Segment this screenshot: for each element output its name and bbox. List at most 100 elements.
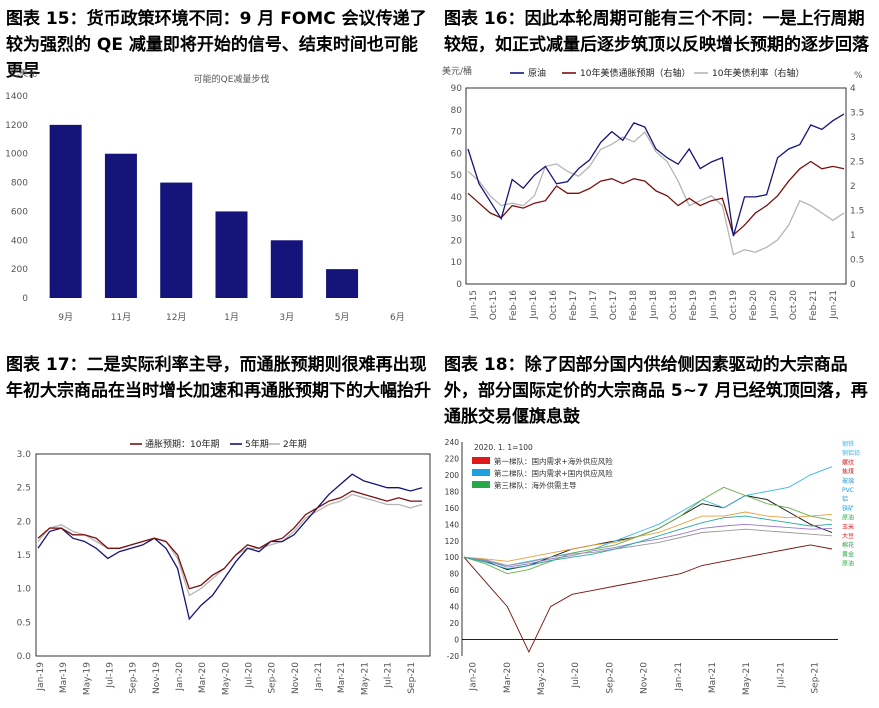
right-label-11: 棉花 xyxy=(842,541,854,549)
y-left-tick-0: 0 xyxy=(456,280,462,290)
y-tick-label-0: 0.0 xyxy=(17,652,32,662)
x-tick-label-4: Sep-20 xyxy=(605,662,615,694)
y-right-tick-0: 0 xyxy=(850,280,856,290)
right-label-10: 大豆 xyxy=(842,532,854,540)
y-tick-label-3: 600 xyxy=(11,207,28,217)
y-tick-label-0: -20 xyxy=(447,652,459,661)
y-tick-label-1: 200 xyxy=(11,265,28,275)
x-tick-label-13: Mar-21 xyxy=(337,662,347,693)
x-tick-label-5: Nov-19 xyxy=(152,662,162,694)
panel-title-18: 图表 18：除了因部分国内供给侧因素驱动的大宗商品外，部分国际定价的大宗商品 5… xyxy=(444,355,868,427)
series-line-0 xyxy=(467,113,845,237)
legend-label-2: 2年期 xyxy=(283,438,307,450)
y-left-tick-4: 40 xyxy=(451,193,463,203)
x-tick-label-10: Oct-18 xyxy=(669,290,679,321)
y-axis-right-unit: % xyxy=(854,71,863,81)
x-tick-label-10: Sep-21 xyxy=(810,662,820,694)
y-left-tick-2: 20 xyxy=(451,236,463,246)
bar-2 xyxy=(160,182,193,298)
x-tick-label-9: Jun-18 xyxy=(649,290,659,320)
y-tick-label-4: 800 xyxy=(11,179,28,189)
y-left-tick-6: 60 xyxy=(451,149,463,159)
legend-label-2: 10年美债利率（右轴） xyxy=(712,67,804,79)
x-tick-label-4: Sep-19 xyxy=(129,662,139,694)
y-tick-label-3: 40 xyxy=(449,603,459,612)
panel-title-16: 图表 16：因此本轮周期可能有三个不同：一是上行周期较短，如正式减量后逐步筑顶以… xyxy=(444,9,869,55)
x-tick-label-7: Mar-21 xyxy=(708,662,718,693)
x-tick-label-7: Mar-20 xyxy=(198,662,208,693)
x-tick-label-8: Feb-18 xyxy=(629,290,639,321)
right-label-1: 铜铝铅 xyxy=(842,449,860,457)
chart-base-note: 2020. 1. 1=100 xyxy=(474,443,533,452)
y-tick-label-2: 20 xyxy=(449,619,459,628)
y-tick-label-11: 200 xyxy=(445,471,460,480)
inflation-expectation-line-chart: 0.0 0.5 1.0 1.5 2.0 2.5 3.0 Jan-19 Mar-19 May-19 J… xyxy=(17,438,431,695)
bar-3 xyxy=(215,211,248,298)
y-tick-label-4: 2.0 xyxy=(17,517,32,527)
x-tick-label-3: 1月 xyxy=(224,312,239,323)
bar-4 xyxy=(270,240,303,298)
right-label-2: 螺纹 xyxy=(842,458,854,466)
series-line-1 xyxy=(37,473,423,621)
series-line-3 xyxy=(463,511,833,562)
right-label-6: 铝 xyxy=(842,495,848,503)
series-line-4 xyxy=(463,486,833,575)
y-tick-label-4: 60 xyxy=(449,586,459,595)
y-tick-label-1: 0 xyxy=(454,636,459,645)
legend-label-0: 原油 xyxy=(528,67,546,79)
x-tick-label-8: May-21 xyxy=(742,662,752,695)
y-right-tick-4: 2 xyxy=(850,182,856,192)
y-tick-label-7: 1400 xyxy=(5,92,28,102)
series-line-0 xyxy=(37,490,422,590)
y-left-tick-8: 80 xyxy=(451,106,463,116)
x-tick-label-17: Feb-21 xyxy=(809,290,819,321)
x-tick-label-5: 5月 xyxy=(335,312,350,323)
series-line-7 xyxy=(463,515,833,570)
y-axis-left-unit: 美元/桶 xyxy=(442,65,472,77)
legend-label-0: 第一梯队：国内需求+海外供应风险 xyxy=(494,456,613,466)
y-right-tick-7: 3.5 xyxy=(850,109,864,119)
oil-rates-line-chart: 美元/桶 % 0 10 20 30 40 50 60 70 80 90 0 0.5 1 1.5 2 2.5 3 3.5… xyxy=(442,65,864,321)
x-tick-label-11: Nov-20 xyxy=(291,662,301,694)
right-label-0: 钢铁 xyxy=(842,440,854,448)
x-tick-label-9: Jul-20 xyxy=(245,662,255,689)
right-label-8: 原油 xyxy=(842,514,854,522)
x-tick-label-10: Sep-20 xyxy=(268,662,278,694)
y-tick-label-6: 1200 xyxy=(5,121,28,131)
x-tick-label-6: 6月 xyxy=(390,312,405,323)
y-left-tick-9: 90 xyxy=(451,84,463,94)
right-label-4: 玻璃 xyxy=(842,477,854,485)
y-right-tick-1: 0.5 xyxy=(850,256,864,266)
series-line-6 xyxy=(463,528,833,566)
x-tick-label-8: May-20 xyxy=(221,662,231,695)
chart-title: 可能的QE减量步伐 xyxy=(194,73,270,85)
panel-title-15: 图表 15：货币政策环境不同：9 月 FOMC 会议传递了较为强烈的 QE 减量… xyxy=(6,9,427,81)
x-tick-label-1: 11月 xyxy=(111,312,131,323)
y-tick-label-13: 240 xyxy=(445,438,460,447)
right-label-13: 原油 xyxy=(842,560,854,568)
x-tick-label-1: Mar-20 xyxy=(503,662,513,693)
x-tick-label-2: Feb-16 xyxy=(509,290,519,321)
legend-swatch-0 xyxy=(472,457,490,464)
x-tick-label-1: Oct-15 xyxy=(489,290,499,320)
y-tick-label-9: 160 xyxy=(445,504,460,513)
legend-label-0: 通胀预期：10年期 xyxy=(145,438,219,450)
x-tick-label-14: Feb-20 xyxy=(749,290,759,321)
series-line-1 xyxy=(467,160,845,237)
series-line-5 xyxy=(463,523,833,568)
x-tick-label-0: Jan-20 xyxy=(469,662,479,692)
legend-swatch-2 xyxy=(472,481,490,488)
y-tick-label-6: 3.0 xyxy=(17,450,32,460)
legend-label-1: 10年美债通胀预期（右轴） xyxy=(580,67,690,79)
right-label-3: 焦煤 xyxy=(842,468,854,476)
x-tick-label-4: Oct-16 xyxy=(549,290,559,321)
panel-commodities: 图表 18：除了因部分国内供给侧因素驱动的大宗商品外，部分国际定价的大宗商品 5… xyxy=(440,346,879,708)
x-tick-label-2: May-19 xyxy=(82,662,92,695)
legend-label-2: 第三梯队：海外供需主导 xyxy=(494,480,577,490)
x-tick-label-2: May-20 xyxy=(537,662,547,695)
x-tick-label-6: Jun-17 xyxy=(589,290,599,320)
legend-label-1: 第二梯队：国内需求+国内供应风险 xyxy=(494,468,613,478)
y-left-tick-7: 70 xyxy=(451,128,463,138)
y-right-tick-3: 1.5 xyxy=(850,207,864,217)
